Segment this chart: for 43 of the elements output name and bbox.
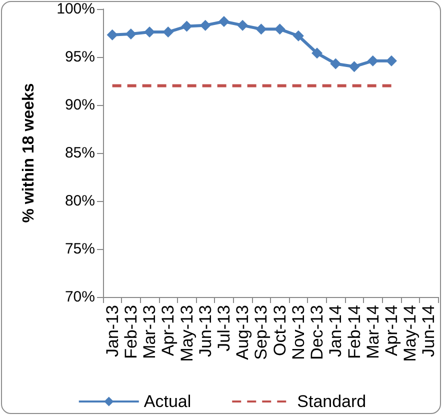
- point: [348, 61, 360, 72]
- point: [125, 28, 136, 40]
- point: [386, 55, 397, 66]
- x-tick-label: Oct-13: [270, 305, 290, 356]
- y-axis-title: % within 18 weeks: [20, 83, 38, 223]
- x-tick-label: Apr-13: [158, 305, 178, 356]
- point: [237, 20, 248, 31]
- legend-label: Standard: [297, 392, 366, 411]
- y-tick-label: 100%: [56, 0, 95, 18]
- y-tick-label: 95%: [64, 48, 95, 66]
- y-tick-label: 70%: [64, 288, 95, 306]
- point: [292, 30, 304, 42]
- point: [312, 48, 323, 59]
- point: [162, 26, 174, 38]
- x-tick-label: Feb-14: [344, 305, 364, 359]
- x-tick-label: Jun-14: [419, 305, 438, 357]
- x-tick-label: May-14: [400, 305, 420, 362]
- x-tick-label: Jan-14: [326, 305, 346, 357]
- point: [256, 24, 267, 35]
- x-tick-label: Jun-13: [196, 305, 215, 357]
- x-tick-label: Mar-14: [363, 305, 382, 359]
- x-tick-label: Apr-14: [382, 305, 401, 356]
- point: [181, 20, 192, 32]
- y-tick-label: 80%: [64, 192, 95, 210]
- x-tick-label: Sep-13: [252, 305, 271, 360]
- point: [274, 24, 286, 35]
- point: [106, 29, 118, 40]
- y-tick-label: 90%: [64, 96, 95, 114]
- point: [330, 58, 342, 70]
- legend-label: Actual: [144, 392, 192, 411]
- point: [200, 20, 211, 31]
- x-tick-label: Jul-13: [214, 305, 234, 352]
- x-tick-label: Mar-13: [140, 305, 160, 359]
- x-tick-label: Dec-13: [308, 305, 327, 360]
- y-tick-label: 85%: [64, 144, 95, 162]
- point: [367, 55, 378, 66]
- x-tick-label: Jan-13: [102, 305, 122, 357]
- x-tick-label: Aug-13: [233, 305, 252, 360]
- x-tick-label: May-13: [177, 305, 196, 362]
- x-tick-label: Feb-13: [121, 305, 140, 359]
- x-tick-label: Nov-13: [288, 305, 308, 360]
- point: [218, 16, 230, 27]
- y-tick-label: 75%: [64, 240, 95, 258]
